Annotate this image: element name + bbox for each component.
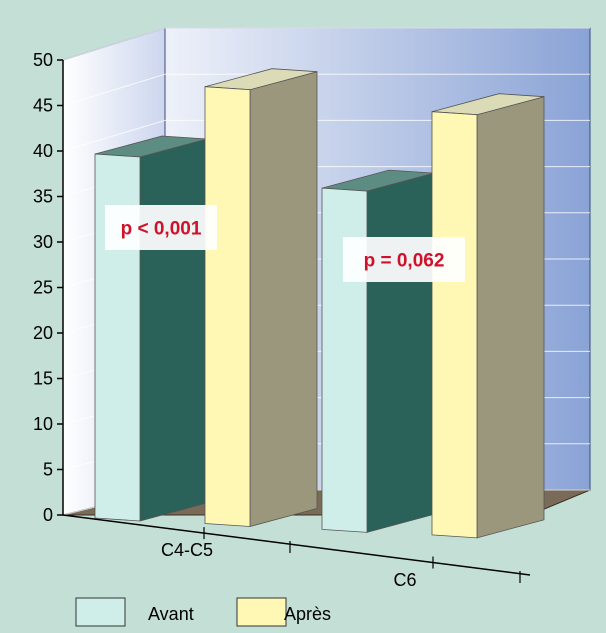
bar-avant-c6-side [366, 172, 435, 533]
y-tick-label: 15 [33, 369, 53, 389]
annotation-label: p < 0,001 [121, 219, 202, 240]
y-tick-label: 30 [33, 232, 53, 252]
bar-aprs-c6-side [476, 96, 545, 539]
y-tick-label: 25 [33, 278, 53, 298]
x-axis-line [62, 514, 531, 576]
bar-aprs-c4c5 [204, 86, 251, 527]
y-tick-label: 45 [33, 96, 53, 116]
y-tick-label: 0 [43, 505, 53, 525]
y-tick-label: 50 [33, 50, 53, 70]
annotation-box [105, 205, 217, 250]
bar-avant-c4c5-side [139, 138, 208, 522]
x-tick-label: C4-C5 [161, 540, 213, 560]
y-tick-label: 35 [33, 187, 53, 207]
gridline-side [62, 27, 166, 61]
bar-aprs-c6 [431, 111, 478, 539]
annotation-label: p = 0,062 [364, 251, 445, 272]
y-tick-label: 40 [33, 141, 53, 161]
legend-swatch-apres [236, 597, 287, 627]
axes: 0 5 10 15 20 25 30 35 40 45 50 [33, 50, 531, 583]
y-tick-label: 5 [43, 460, 53, 480]
legend-label-apres: Après [284, 604, 331, 624]
legend-swatch-avant [75, 597, 126, 627]
legend: Avant Après [75, 597, 331, 627]
annotation-box [343, 237, 465, 282]
labels: C4-C5 C6 p < 0,001 p = 0,062 [105, 205, 465, 590]
y-tick-label: 10 [33, 414, 53, 434]
gridline-side [62, 119, 166, 152]
gridline-side [62, 73, 166, 106]
bar-aprs-c4c5-side [249, 71, 318, 528]
y-tick-label: 20 [33, 323, 53, 343]
legend-label-avant: Avant [148, 604, 194, 624]
x-tick-label: C6 [393, 570, 416, 590]
